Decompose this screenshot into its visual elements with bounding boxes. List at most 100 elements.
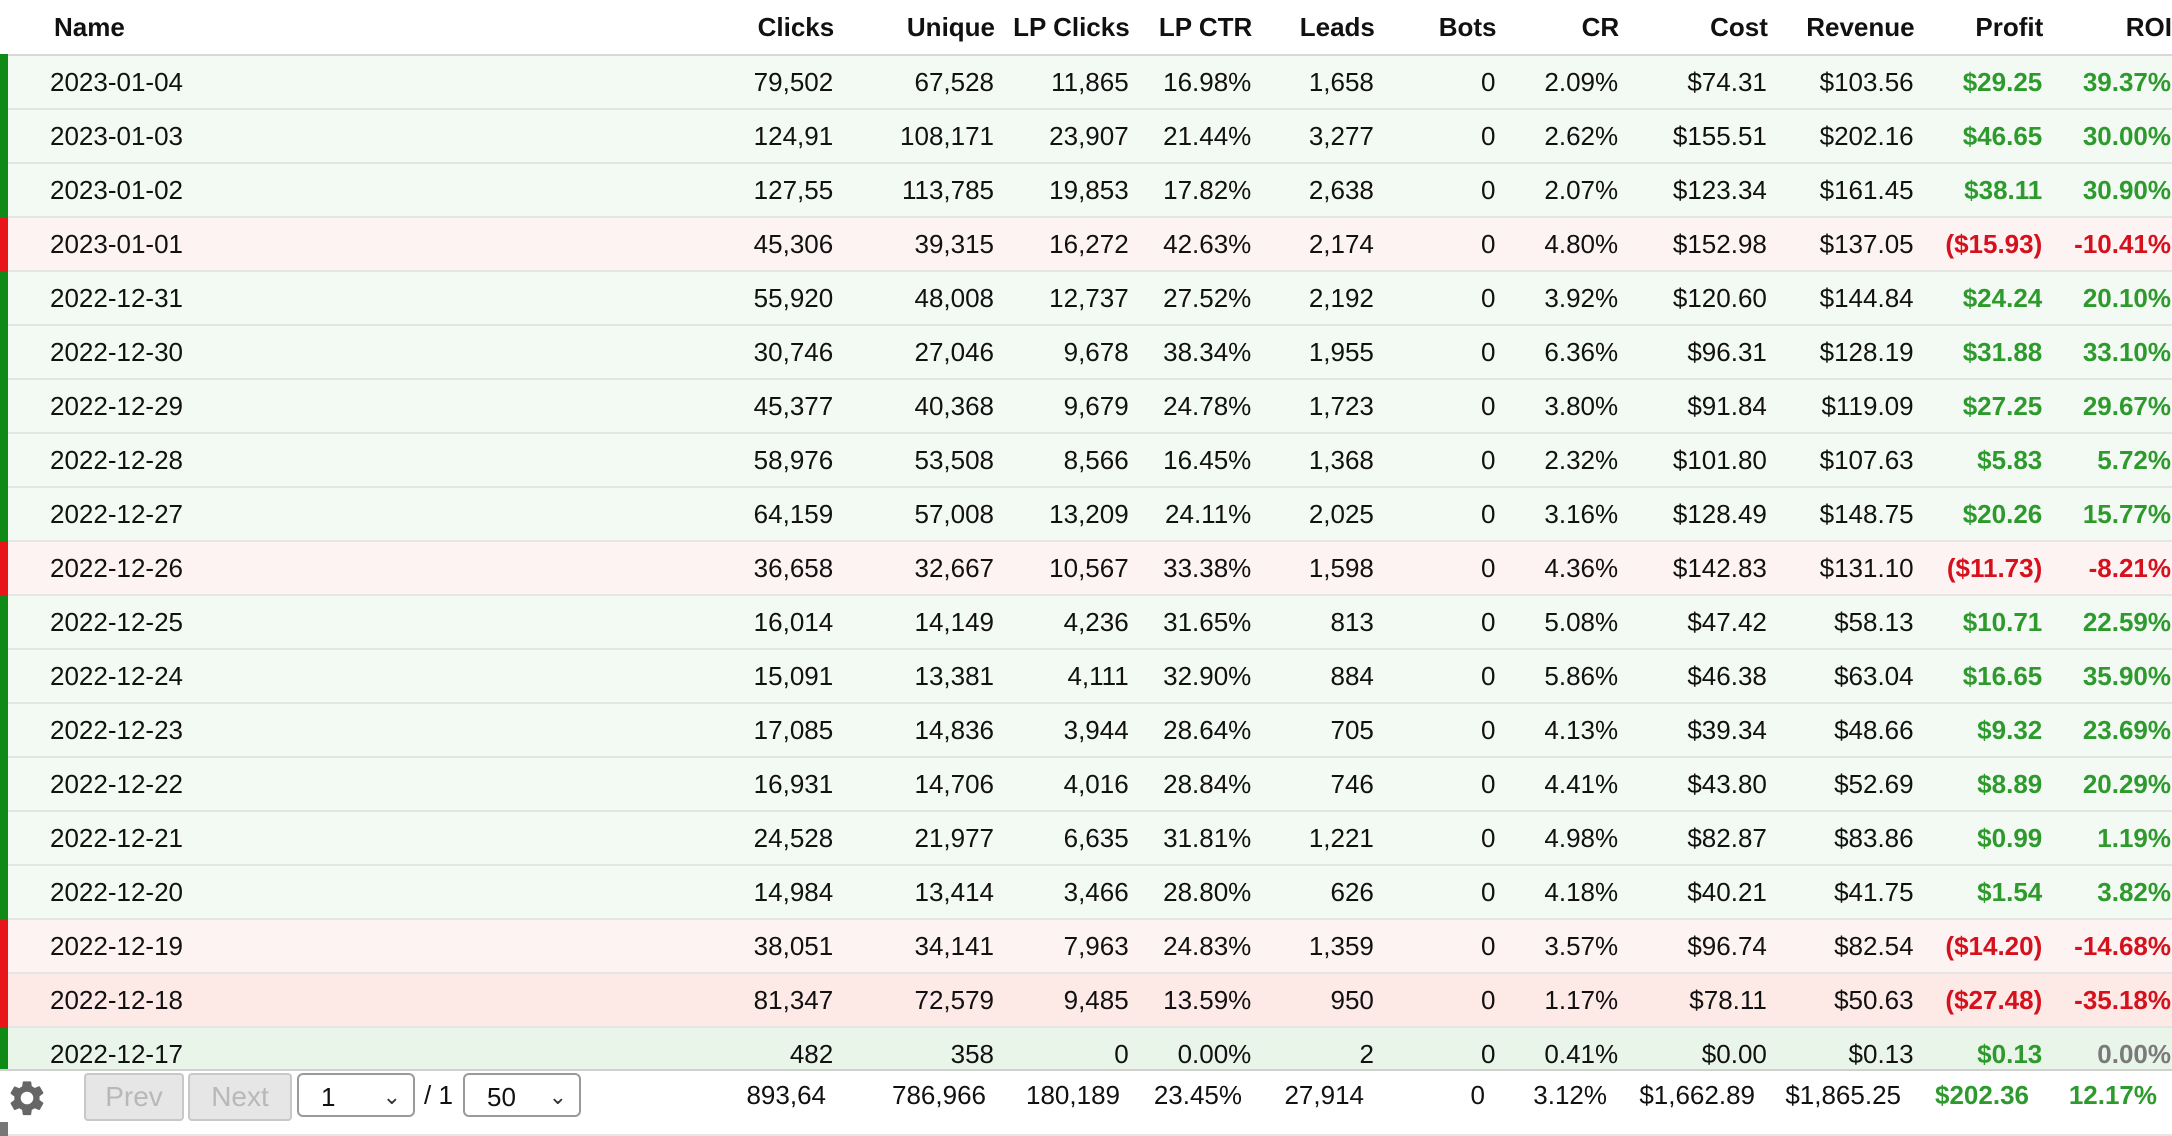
cell-name: 2022-12-21 [0,811,708,866]
table-header: Name Clicks Unique LP Clicks LP CTR Leads Bots… [4,0,2172,56]
page-select-value: 1 [321,1082,336,1112]
table-row[interactable]: 2022-12-26 36,658 32,667 10,567 33.38% 1,598 0… [0,541,2172,596]
cell-profit: $20.26 [1914,487,2044,542]
table-row[interactable]: 2022-12-28 58,976 53,508 8,566 16.45% 1,368 0 2… [0,433,2172,488]
cell-profit: $46.65 [1914,109,2044,164]
column-header-cost[interactable]: Cost [1619,0,1768,56]
cell-name: 2022-12-26 [0,541,708,596]
table-row[interactable]: 2022-12-31 55,920 48,008 12,737 27.52% 2,192 0… [0,271,2172,326]
table-row[interactable]: 2022-12-27 64,159 57,008 13,209 24.11% 2,025 0… [0,487,2172,542]
cell-bots: 0 [1374,109,1497,164]
column-header-roi[interactable]: ROI [2043,0,2172,56]
table-row[interactable]: 2023-01-03 124,91 108,171 23,907 21.44% 3,277… [0,109,2172,164]
cell-unique: 27,046 [834,325,996,380]
cell-leads: 1,221 [1252,811,1375,866]
cell-revenue: $144.84 [1767,271,1915,326]
cell-leads: 746 [1252,757,1375,812]
cell-lp-clicks: 3,944 [995,703,1130,758]
cell-clicks: 16,014 [707,595,835,650]
cell-revenue: $161.45 [1767,163,1915,218]
cell-roi: 20.29% [2043,757,2172,812]
cell-profit: $1.54 [1914,865,2044,920]
next-button[interactable]: Next [188,1073,292,1121]
cell-leads: 884 [1252,649,1375,704]
table-row[interactable]: 2022-12-22 16,931 14,706 4,016 28.84% 746 0 4.4… [0,757,2172,812]
cell-lp-ctr: 28.84% [1129,757,1253,812]
table-row[interactable]: 2022-12-18 81,347 72,579 9,485 13.59% 950 0 1.1… [0,973,2172,1028]
table-row[interactable]: 2022-12-25 16,014 14,149 4,236 31.65% 813 0 5.0… [0,595,2172,650]
cell-clicks: 55,920 [707,271,835,326]
cell-lp-ctr: 27.52% [1129,271,1253,326]
cell-lp-clicks: 10,567 [995,541,1130,596]
total-roi: 12.17% [2068,1080,2157,1110]
page-select[interactable]: 1 ⌄ [297,1073,415,1117]
cell-leads: 1,723 [1252,379,1375,434]
table-row[interactable]: 2023-01-02 127,55 113,785 19,853 17.82% 2,638… [0,163,2172,218]
cell-clicks: 127,55 [707,163,835,218]
cell-unique: 40,368 [834,379,996,434]
cell-lp-clicks: 7,963 [995,919,1130,974]
column-header-leads[interactable]: Leads [1252,0,1375,56]
cell-cr: 5.08% [1496,595,1620,650]
cell-bots: 0 [1374,163,1497,218]
cell-profit: $10.71 [1914,595,2044,650]
cell-roi: 39.37% [2043,55,2172,110]
cell-leads: 2,174 [1252,217,1375,272]
cell-cr: 4.98% [1496,811,1620,866]
cell-unique: 13,381 [834,649,996,704]
cell-clicks: 81,347 [707,973,835,1028]
column-header-revenue[interactable]: Revenue [1767,0,1915,56]
table-row[interactable]: 2022-12-20 14,984 13,414 3,466 28.80% 626 0 4.1… [0,865,2172,920]
cell-cr: 4.13% [1496,703,1620,758]
cell-name: 2023-01-04 [0,55,708,110]
table-row[interactable]: 2023-01-01 45,306 39,315 16,272 42.63% 2,174 0… [0,217,2172,272]
table-row[interactable]: 2022-12-23 17,085 14,836 3,944 28.64% 705 0 4.1… [0,703,2172,758]
cell-revenue: $131.10 [1767,541,1915,596]
cell-clicks: 124,91 [707,109,835,164]
page-total: / 1 [424,1080,453,1110]
cell-clicks: 79,502 [707,55,835,110]
table-row[interactable]: 2022-12-24 15,091 13,381 4,111 32.90% 884 0 5.8… [0,649,2172,704]
cell-cr: 2.09% [1496,55,1620,110]
table-row[interactable]: 2022-12-21 24,528 21,977 6,635 31.81% 1,221 0 4… [0,811,2172,866]
cell-bots: 0 [1374,55,1497,110]
column-header-lp-clicks[interactable]: LP Clicks [995,0,1130,56]
cell-profit: $38.11 [1914,163,2044,218]
cell-roi: 3.82% [2043,865,2172,920]
column-header-lp-ctr[interactable]: LP CTR [1129,0,1253,56]
cell-cost: $43.80 [1619,757,1768,812]
cell-unique: 57,008 [834,487,996,542]
table-row[interactable]: 2022-12-19 38,051 34,141 7,963 24.83% 1,359 0 3… [0,919,2172,974]
cell-roi: -10.41% [2043,217,2172,272]
column-header-unique[interactable]: Unique [834,0,996,56]
cell-bots: 0 [1374,595,1497,650]
cell-leads: 950 [1252,973,1375,1028]
cell-leads: 1,368 [1252,433,1375,488]
cell-lp-clicks: 9,678 [995,325,1130,380]
cell-profit: $24.24 [1914,271,2044,326]
cell-name: 2022-12-28 [0,433,708,488]
cell-unique: 13,414 [834,865,996,920]
cell-roi: 33.10% [2043,325,2172,380]
table-row[interactable]: 2022-12-30 30,746 27,046 9,678 38.34% 1,955 0 6… [0,325,2172,380]
column-header-profit[interactable]: Profit [1914,0,2044,56]
column-header-name[interactable]: Name [4,0,708,56]
column-header-bots[interactable]: Bots [1374,0,1497,56]
column-header-cr[interactable]: CR [1496,0,1620,56]
cell-lp-clicks: 16,272 [995,217,1130,272]
total-revenue: $1,865.25 [1785,1080,1901,1110]
cell-leads: 1,598 [1252,541,1375,596]
cell-bots: 0 [1374,865,1497,920]
column-header-clicks[interactable]: Clicks [707,0,835,56]
cell-cost: $120.60 [1619,271,1768,326]
table-row[interactable]: 2023-01-04 79,502 67,528 11,865 16.98% 1,658 0… [0,55,2172,110]
gear-icon[interactable] [6,1077,48,1119]
cell-clicks: 58,976 [707,433,835,488]
cell-cr: 4.18% [1496,865,1620,920]
cell-lp-clicks: 4,016 [995,757,1130,812]
cell-name: 2022-12-20 [0,865,708,920]
cell-lp-clicks: 13,209 [995,487,1130,542]
table-row[interactable]: 2022-12-29 45,377 40,368 9,679 24.78% 1,723 0 3… [0,379,2172,434]
prev-button[interactable]: Prev [84,1073,184,1121]
page-size-select[interactable]: 50 ⌄ [463,1073,581,1117]
